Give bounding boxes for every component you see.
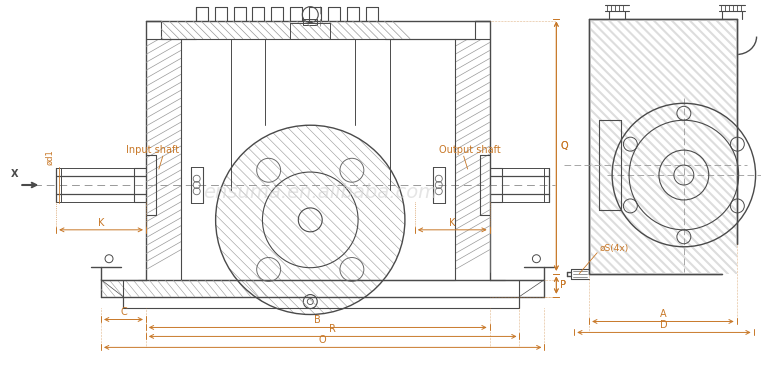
Text: O: O — [319, 335, 327, 346]
Bar — [589, 19, 737, 274]
Text: K: K — [98, 218, 104, 228]
Text: A: A — [660, 309, 666, 319]
Text: ød1: ød1 — [45, 149, 54, 165]
Text: R: R — [329, 325, 336, 335]
Text: X: X — [11, 169, 18, 179]
Text: P: P — [560, 280, 566, 290]
Text: Output shaft: Output shaft — [439, 145, 501, 155]
Bar — [303, 19, 317, 25]
Text: Input shaft: Input shaft — [126, 145, 179, 155]
Text: D: D — [660, 321, 668, 330]
Text: P: P — [560, 280, 566, 290]
Text: C: C — [120, 308, 126, 318]
Text: Q: Q — [560, 141, 568, 151]
Text: K: K — [449, 218, 456, 228]
Text: ensuma.en.alibaba.com: ensuma.en.alibaba.com — [203, 184, 437, 202]
Text: øS(4x): øS(4x) — [599, 244, 629, 253]
Text: Q: Q — [560, 141, 568, 151]
Text: B: B — [315, 315, 321, 325]
